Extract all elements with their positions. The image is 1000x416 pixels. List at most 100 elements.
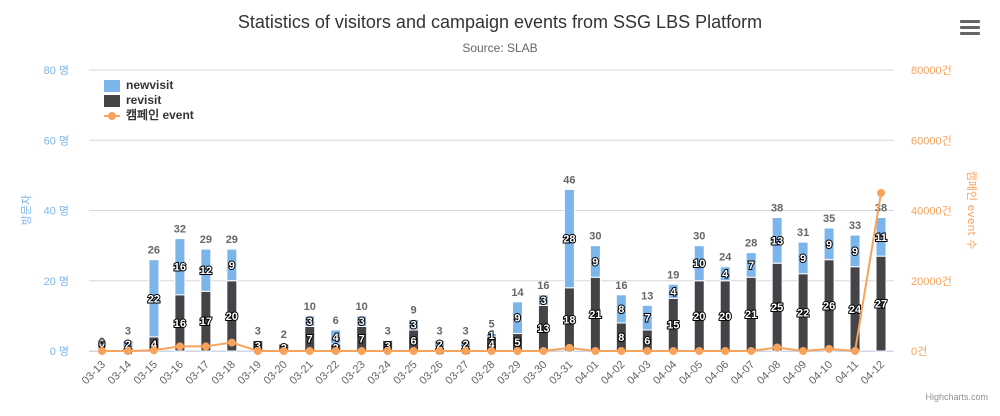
data-label-newvisit: 9 [826, 239, 832, 251]
stack-total-label: 10 [304, 301, 316, 313]
bar-newvisit [693, 245, 705, 282]
data-label-revisit: 7 [307, 334, 313, 346]
stack-total-label: 29 [200, 234, 212, 246]
data-label-newvisit: 12 [200, 265, 212, 277]
bar-newvisit [356, 315, 368, 327]
legend-item-revisit[interactable]: revisit [104, 93, 194, 108]
stack-total-label: 19 [667, 269, 679, 281]
stack-total-label: 16 [615, 280, 627, 292]
stack-total-label: 14 [511, 287, 524, 299]
legend-item-newvisit[interactable]: newvisit [104, 78, 194, 93]
bar-newvisit [304, 315, 316, 327]
stack-total-label: 38 [875, 203, 887, 215]
x-axis-tick-label: 04-03 [625, 359, 653, 387]
data-label-revisit: 25 [771, 302, 783, 314]
legend-item-event[interactable]: 캠페인 event [104, 108, 194, 123]
x-axis-tick-label: 04-11 [833, 359, 861, 387]
data-label-revisit: 20 [719, 311, 731, 323]
event-point [643, 347, 652, 355]
event-point [227, 338, 236, 347]
x-axis-tick-label: 03-16 [158, 359, 186, 387]
bar-newvisit [486, 332, 497, 338]
event-point [253, 347, 262, 355]
data-label-revisit: 4 [151, 339, 158, 351]
x-axis-tick-label: 03-28 [469, 359, 497, 387]
data-label-revisit: 18 [563, 314, 575, 326]
legend-label-event: 캠페인 event [126, 108, 194, 122]
stack-total-label: 26 [148, 245, 160, 257]
event-point [201, 342, 210, 351]
x-axis-tick-label: 03-27 [443, 359, 471, 387]
stack-total-label: 30 [693, 231, 705, 243]
x-axis-tick-label: 04-07 [729, 359, 757, 387]
bar-newvisit [823, 227, 835, 261]
stack-total-label: 3 [462, 325, 468, 337]
event-point [357, 347, 366, 355]
bar-newvisit [330, 329, 342, 345]
bar-newvisit [148, 259, 160, 338]
x-axis-tick-label: 03-26 [417, 359, 445, 387]
right-axis-tick-label: 60000건 [911, 134, 952, 147]
event-point [279, 347, 288, 355]
x-axis-tick-label: 03-17 [184, 359, 212, 387]
right-axis-tick-label: 0건 [911, 345, 927, 358]
stack-total-label: 28 [745, 238, 757, 250]
stack-total-label: 3 [125, 325, 131, 337]
data-label-revisit: 24 [849, 304, 862, 316]
left-axis-tick-label: 60 명 [44, 134, 69, 147]
stack-total-label: 6 [333, 315, 339, 327]
data-label-newvisit: 13 [771, 235, 783, 247]
event-point [747, 347, 756, 355]
x-axis-tick-label: 03-23 [339, 359, 367, 387]
legend-label-newvisit: newvisit [126, 78, 174, 92]
bar-newvisit [174, 238, 186, 296]
event-point [331, 347, 340, 355]
data-label-newvisit: 9 [592, 256, 598, 268]
data-label-newvisit: 4 [722, 269, 729, 281]
data-label-newvisit: 3 [411, 320, 417, 332]
left-axis-title: 방문자 [20, 195, 33, 225]
data-label-newvisit: 22 [148, 293, 160, 305]
bar-newvisit [511, 301, 523, 334]
event-point [773, 343, 782, 352]
x-axis-tick-label: 04-06 [703, 359, 731, 387]
hamburger-menu-icon-line [960, 32, 980, 35]
event-point [487, 347, 496, 355]
bar-newvisit [226, 248, 238, 282]
data-label-newvisit: 9 [229, 260, 235, 272]
bar-newvisit [745, 252, 757, 278]
stack-total-label: 13 [641, 290, 653, 302]
right-axis-tick-label: 20000건 [911, 275, 952, 288]
x-axis-tick-label: 03-18 [210, 359, 238, 387]
event-point [305, 347, 314, 355]
data-label-newvisit: 3 [307, 316, 313, 328]
left-axis-tick-label: 80 명 [44, 64, 69, 77]
x-axis-tick-label: 03-25 [391, 359, 419, 387]
stack-total-label: 3 [385, 325, 391, 337]
chart-menu-button[interactable] [960, 20, 980, 38]
event-point [175, 342, 184, 351]
stack-total-label: 31 [797, 227, 809, 239]
legend-label-revisit: revisit [126, 93, 162, 107]
event-point [695, 347, 704, 355]
event-point [565, 343, 574, 352]
chart-legend: newvisit revisit 캠페인 event [104, 78, 194, 123]
credits-link[interactable]: Highcharts.com [925, 392, 988, 402]
x-axis-tick-label: 03-20 [261, 359, 289, 387]
bar-newvisit [641, 304, 653, 331]
stack-total-label: 3 [437, 325, 443, 337]
event-point [383, 347, 392, 355]
data-label-newvisit: 8 [618, 304, 624, 316]
event-point [617, 347, 626, 355]
stack-total-label: 38 [771, 203, 783, 215]
data-label-revisit: 3 [255, 341, 261, 353]
data-label-revisit: 7 [359, 334, 365, 346]
event-point [409, 347, 418, 355]
x-axis-tick-label: 03-19 [236, 359, 264, 387]
data-label-newvisit: 2 [437, 339, 443, 351]
event-point [97, 347, 106, 355]
bar-newvisit [615, 294, 627, 324]
data-label-revisit: 20 [226, 311, 238, 323]
bar-newvisit [719, 266, 731, 282]
x-axis-tick-label: 03-22 [313, 359, 341, 387]
